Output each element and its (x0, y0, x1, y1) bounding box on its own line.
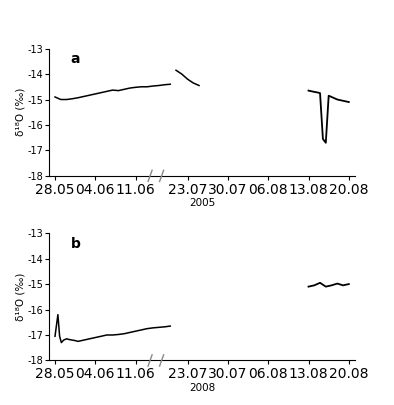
Y-axis label: δ¹⁸O (‰): δ¹⁸O (‰) (15, 273, 25, 321)
Text: a: a (71, 52, 80, 66)
X-axis label: 2005: 2005 (189, 198, 215, 208)
Text: b: b (71, 237, 80, 251)
Y-axis label: δ¹⁸O (‰): δ¹⁸O (‰) (15, 88, 25, 136)
X-axis label: 2008: 2008 (189, 383, 215, 393)
